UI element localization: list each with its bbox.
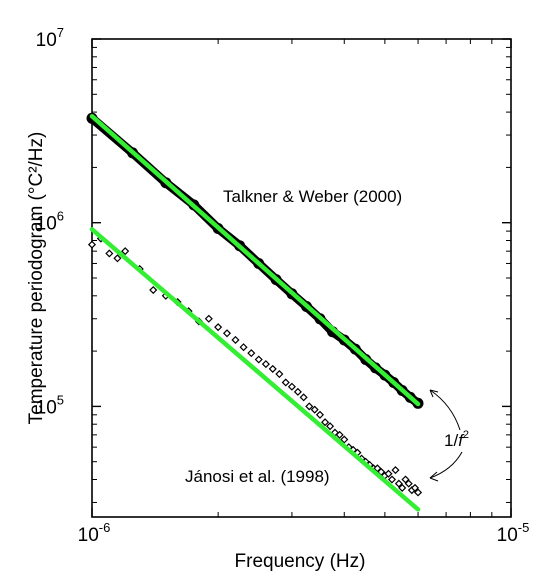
slope-arrowhead-upper — [429, 389, 439, 398]
janosi-point — [387, 475, 397, 484]
janosi-point — [326, 422, 335, 431]
janosi-point — [404, 479, 413, 488]
talkner-label: Talkner & Weber (2000) — [223, 187, 402, 206]
janosi-point — [315, 410, 325, 419]
janosi-point — [394, 479, 403, 488]
janosi-point — [398, 483, 407, 492]
slope-label-exp: 2 — [463, 429, 469, 441]
janosi-point — [305, 402, 314, 411]
x-tick-label: 10-6 — [78, 520, 111, 546]
janosi-point — [239, 343, 248, 352]
y-tick-label: 107 — [36, 25, 64, 51]
y-tick-exp: 5 — [57, 392, 64, 407]
y-tick-label: 106 — [36, 209, 64, 235]
slope-label-var: f — [458, 431, 465, 450]
janosi-point — [247, 349, 256, 358]
y-tick-label: 105 — [36, 392, 64, 418]
janosi-point — [105, 249, 114, 258]
y-tick-exp: 6 — [57, 209, 64, 224]
x-tick-exp: -5 — [518, 520, 530, 535]
slope-label: 1/f2 — [444, 429, 469, 450]
y-tick-base: 10 — [36, 397, 57, 418]
janosi-point — [214, 323, 223, 332]
x-axis-label: Frequency (Hz) — [235, 551, 366, 572]
janosi-point — [335, 430, 344, 439]
janosi-point — [149, 285, 158, 295]
janosi-point — [321, 418, 330, 427]
janosi-point — [204, 314, 213, 323]
janosi-point — [87, 240, 97, 249]
janosi-point — [373, 464, 382, 473]
janosi-point — [293, 387, 302, 396]
y-tick-exp: 7 — [57, 25, 64, 40]
janosi-point — [268, 364, 277, 373]
janosi-point — [275, 370, 284, 379]
slope-arrowhead-lower — [429, 471, 439, 482]
y-axis-label: Temperature periodogram (°C²/Hz) — [26, 132, 47, 425]
x-tick-base: 10 — [497, 525, 518, 546]
slope-arrow-upper — [429, 389, 461, 431]
fit-lines — [89, 113, 421, 512]
fit-line — [89, 113, 421, 407]
plot-frame — [91, 38, 512, 518]
janosi-point — [310, 405, 319, 414]
x-tick-base: 10 — [78, 525, 99, 546]
janosi-point — [413, 488, 423, 497]
janosi-point — [410, 483, 420, 492]
x-tick-exp: -6 — [99, 520, 111, 535]
janosi-point — [261, 360, 270, 369]
slope-arrow-lower — [429, 451, 463, 479]
janosi-label: Jánosi et al. (1998) — [185, 467, 330, 486]
x-tick-label: 10-5 — [497, 520, 530, 546]
fit-line — [89, 227, 421, 512]
janosi-point — [281, 378, 290, 387]
janosi-point — [231, 335, 240, 345]
janosi-point — [121, 247, 130, 256]
janosi-point — [287, 382, 296, 391]
y-tick-base: 10 — [36, 214, 57, 235]
janosi-point — [113, 254, 122, 263]
slope-label-base: 1/ — [444, 431, 458, 450]
janosi-point — [391, 466, 400, 475]
janosi-point — [384, 469, 393, 478]
janosi-point — [401, 475, 410, 484]
janosi-point — [222, 329, 232, 338]
janosi-point — [254, 355, 263, 364]
y-tick-base: 10 — [36, 30, 57, 51]
janosi-point — [340, 435, 349, 444]
janosi-point — [299, 393, 308, 402]
